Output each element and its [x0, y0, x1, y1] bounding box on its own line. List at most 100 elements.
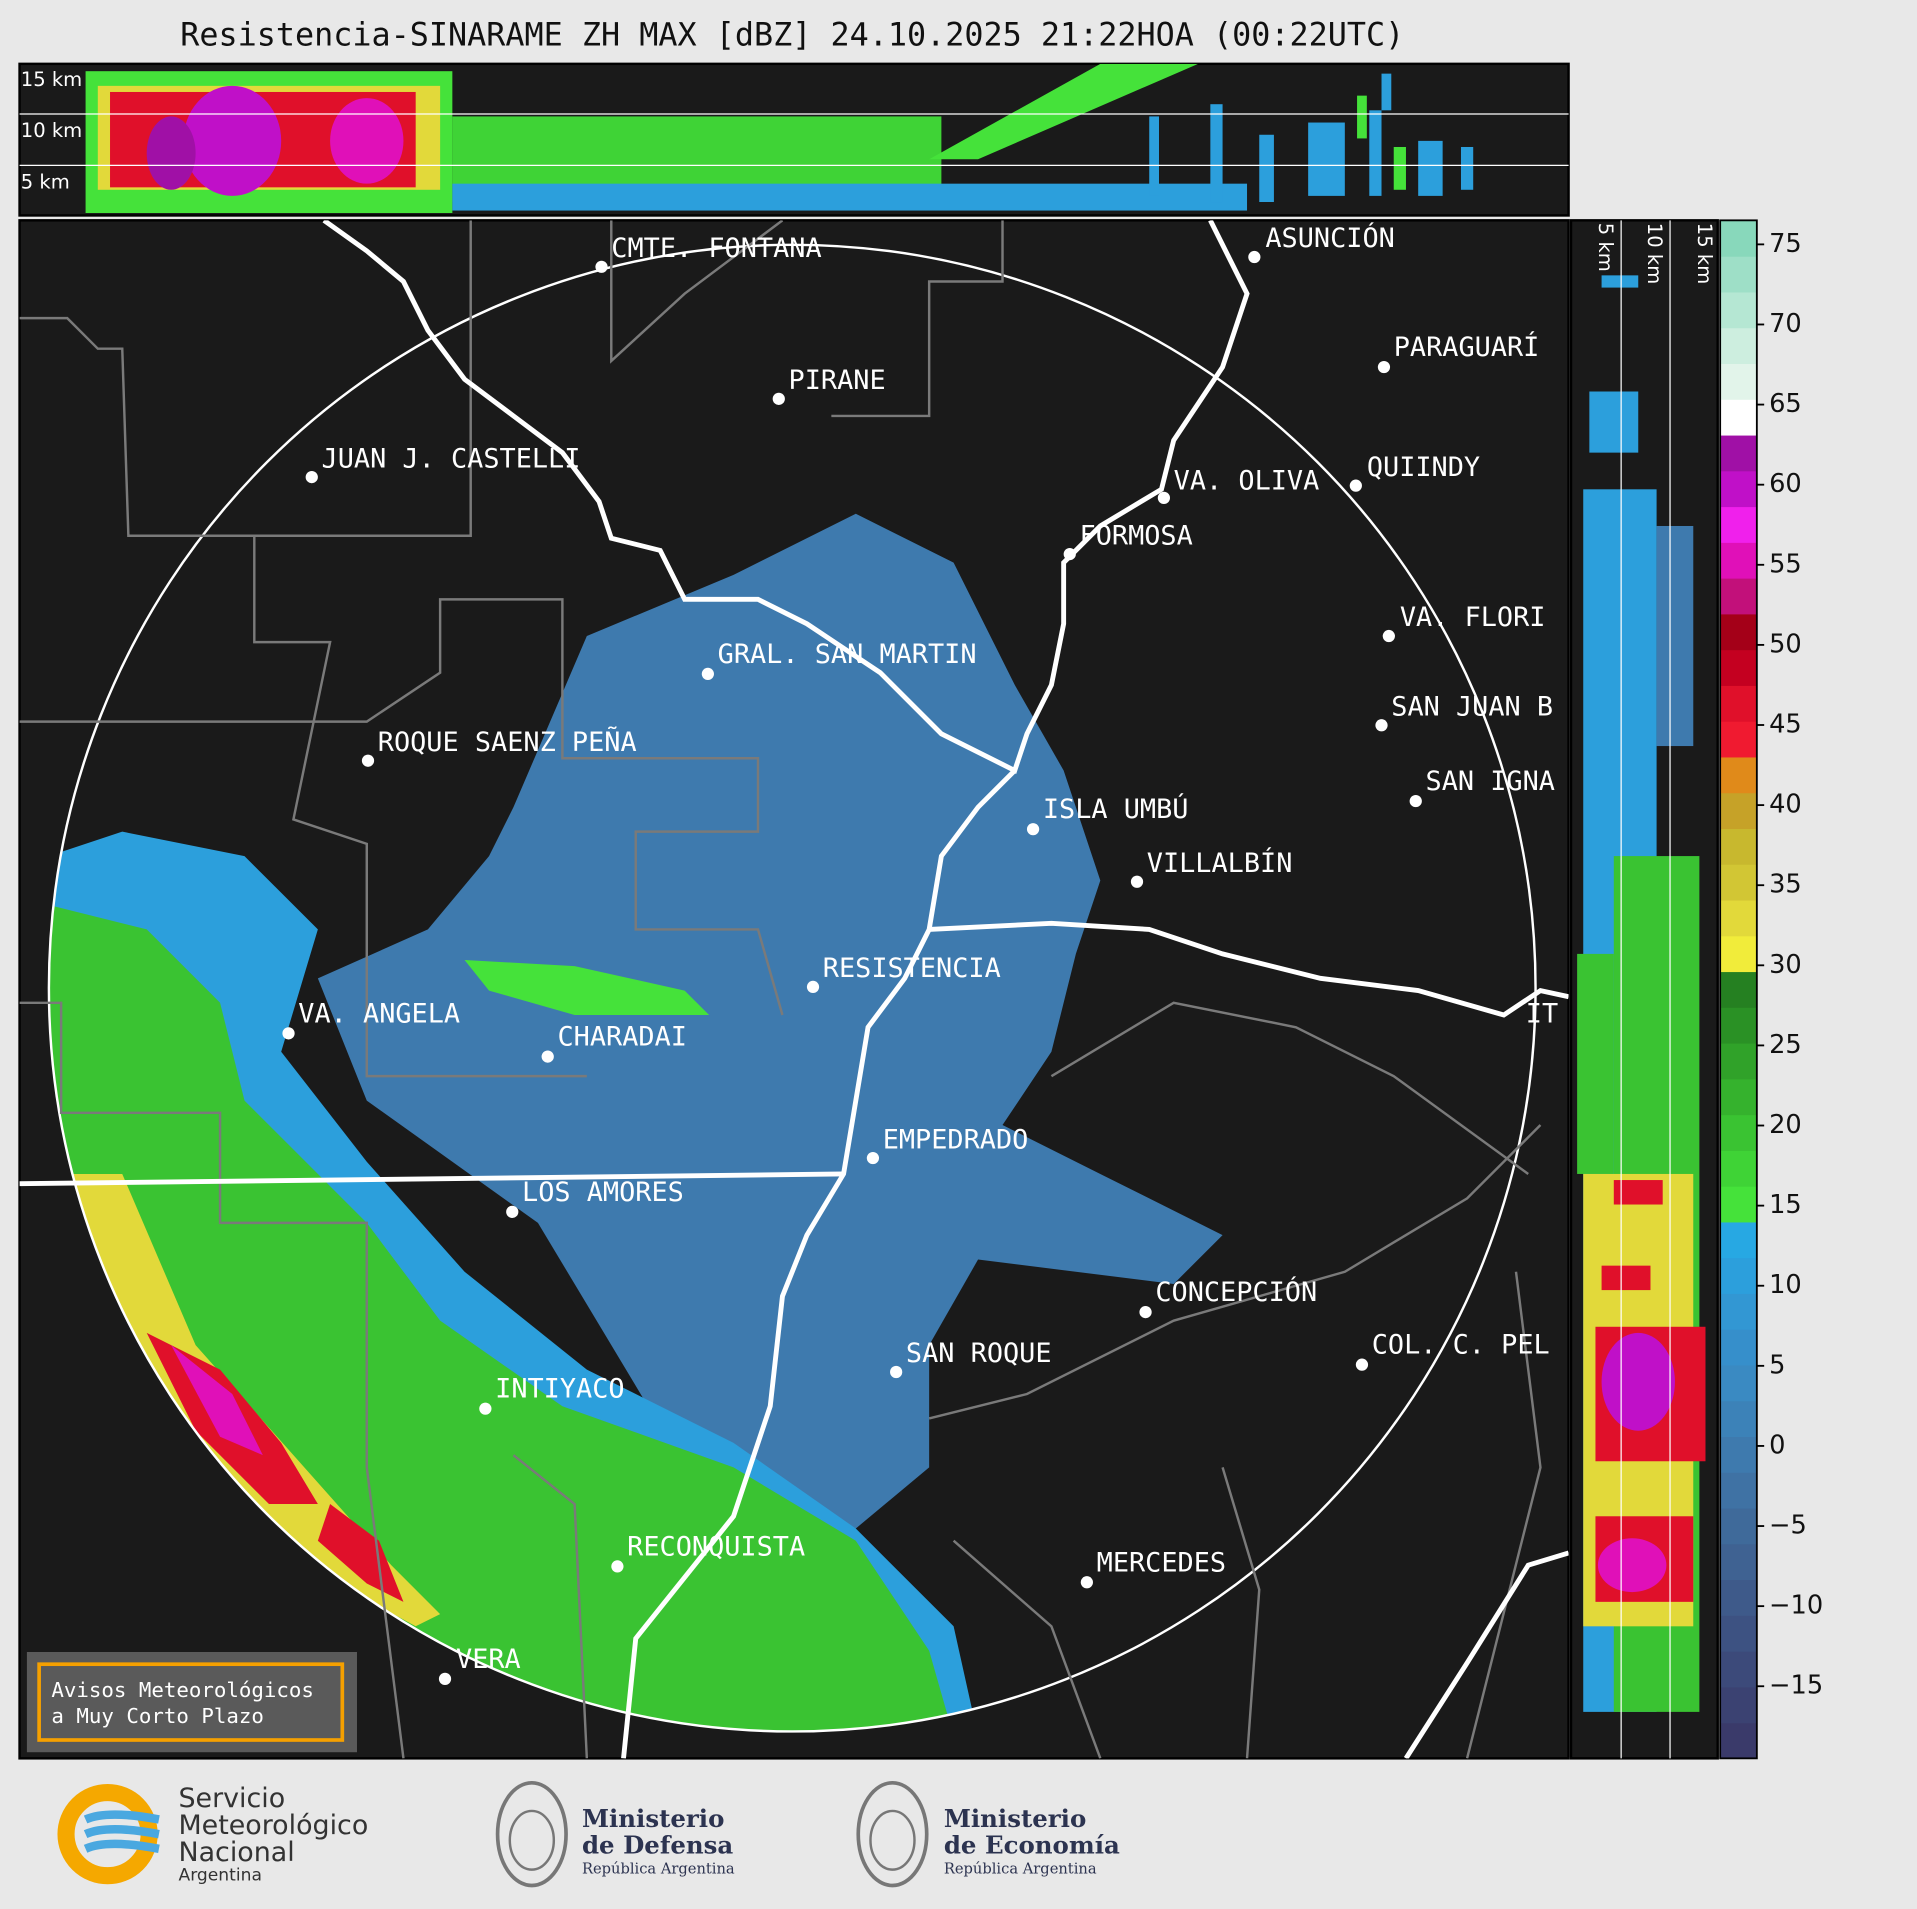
color-step: [1720, 1615, 1757, 1652]
color-step: [1720, 578, 1757, 615]
color-step: [1720, 291, 1757, 329]
place-label: VA. OLIVA: [1174, 465, 1320, 496]
logo-text: de Defensa: [582, 1831, 733, 1860]
top-section: 15 km 10 km 5 km: [18, 62, 1570, 217]
map: CMTE. FONTANA PIRANE JUAN J. CASTELLI ASUNC…: [18, 219, 1570, 1760]
color-step: [1720, 506, 1757, 543]
color-step: [1720, 935, 1757, 973]
warning-text: a Muy Corto Plazo: [51, 1704, 264, 1728]
tick-label: 10: [1769, 1270, 1802, 1300]
color-step: [1720, 1150, 1757, 1187]
place-label: SAN IGNA: [1426, 766, 1555, 797]
height-label: 5 km: [21, 171, 70, 194]
tick-label: 55: [1769, 549, 1802, 579]
logo-smn: Servicio Meteorológico Nacional Argentin…: [57, 1783, 368, 1886]
place-label: ASUNCIÓN: [1265, 222, 1394, 254]
color-step: [1720, 470, 1757, 508]
warning-box: Avisos Meteorológicos a Muy Corto Plazo: [26, 1651, 357, 1753]
height-label: 10 km: [21, 119, 82, 142]
place-label: VILLALBÍN: [1147, 847, 1293, 879]
logo-text: de Economía: [944, 1831, 1120, 1860]
color-step: [1720, 256, 1757, 293]
tick-label: 45: [1769, 709, 1802, 739]
tick-label: 0: [1769, 1430, 1785, 1460]
warning-text: Avisos Meteorológicos: [51, 1678, 314, 1702]
color-step: [1720, 1686, 1757, 1724]
place-label: CHARADAI: [557, 1022, 686, 1053]
logo-text: Servicio: [178, 1783, 285, 1814]
place-label: COL. C. PEL: [1372, 1330, 1550, 1361]
place-label: VERA: [456, 1644, 521, 1675]
tick-label: 20: [1769, 1110, 1802, 1140]
height-label: 10 km: [1643, 223, 1666, 284]
color-step: [1720, 1007, 1757, 1044]
place-label: LOS AMORES: [522, 1177, 684, 1208]
place-label: CMTE. FONTANA: [611, 233, 821, 264]
place-label: PIRANE: [789, 365, 886, 396]
color-step: [1720, 756, 1757, 794]
color-step: [1720, 363, 1757, 400]
tick-label: 30: [1769, 950, 1802, 980]
tick-label: 60: [1769, 469, 1802, 499]
color-step: [1720, 1472, 1757, 1509]
color-step: [1720, 1114, 1757, 1151]
color-step: [1720, 1186, 1757, 1223]
place-label: GRAL. SAN MARTIN: [718, 639, 977, 670]
color-step: [1720, 1400, 1757, 1438]
place-label: CONCEPCIÓN: [1155, 1276, 1317, 1308]
color-step: [1720, 899, 1757, 937]
place-label: QUIINDY: [1367, 452, 1480, 483]
logo-economia: Ministerio de Economía República Argenti…: [856, 1780, 1120, 1888]
height-label: 5 km: [1594, 223, 1617, 272]
place-label: VA. FLORI: [1400, 602, 1546, 633]
place-label: JUAN J. CASTELLI: [322, 443, 581, 474]
title: Resistencia-SINARAME ZH MAX [dBZ] 24.10.…: [180, 18, 1404, 54]
color-step: [1720, 434, 1757, 472]
place-label: ISLA UMBÚ: [1043, 793, 1189, 825]
tick-label: −10: [1769, 1591, 1823, 1621]
side-section: 5 km 10 km 15 km: [1569, 219, 1719, 1760]
place-label: SAN JUAN B: [1391, 691, 1553, 722]
tick-label: −15: [1769, 1671, 1823, 1701]
tick-label: 75: [1769, 229, 1802, 259]
place-label: IT: [1526, 998, 1558, 1029]
color-step: [1720, 1722, 1757, 1759]
logo-text: Ministerio: [582, 1804, 724, 1833]
color-step: [1720, 1436, 1757, 1473]
height-label: 15 km: [1693, 223, 1716, 284]
tick-label: 70: [1769, 309, 1802, 339]
place-label: PARAGUARÍ: [1394, 331, 1540, 363]
tick-label: 65: [1769, 389, 1802, 419]
logo-defensa: Ministerio de Defensa República Argentin…: [495, 1780, 735, 1888]
color-step: [1720, 864, 1757, 901]
color-step: [1720, 1651, 1757, 1688]
place-label: FORMOSA: [1080, 520, 1193, 551]
tick-label: −5: [1769, 1511, 1807, 1541]
colorbar-frame: [1719, 219, 1758, 1760]
place-label: INTIYACO: [495, 1374, 624, 1405]
place-label: SAN ROQUE: [906, 1338, 1052, 1369]
place-label: ROQUE SAENZ PEÑA: [378, 726, 637, 758]
place-label: MERCEDES: [1097, 1547, 1226, 1578]
color-step: [1720, 792, 1757, 830]
color-step: [1720, 1329, 1757, 1366]
logo-text: República Argentina: [582, 1860, 735, 1877]
tick-label: 15: [1769, 1190, 1802, 1220]
place-label: VA. ANGELA: [298, 998, 460, 1029]
place-label: RESISTENCIA: [823, 953, 1001, 984]
place-label: EMPEDRADO: [883, 1124, 1029, 1155]
color-step: [1720, 1579, 1757, 1616]
color-step: [1720, 685, 1757, 722]
tick-label: 5: [1769, 1350, 1785, 1380]
height-label: 15 km: [21, 68, 82, 91]
tick-label: 50: [1769, 629, 1802, 659]
color-step: [1720, 1042, 1757, 1080]
logo-text: Nacional: [178, 1837, 294, 1868]
tick-label: 35: [1769, 870, 1802, 900]
color-step: [1720, 613, 1757, 651]
tick-label: 25: [1769, 1030, 1802, 1060]
color-step: [1720, 721, 1757, 758]
logo-text: Argentina: [178, 1866, 261, 1886]
logo-text: Ministerio: [944, 1804, 1086, 1833]
